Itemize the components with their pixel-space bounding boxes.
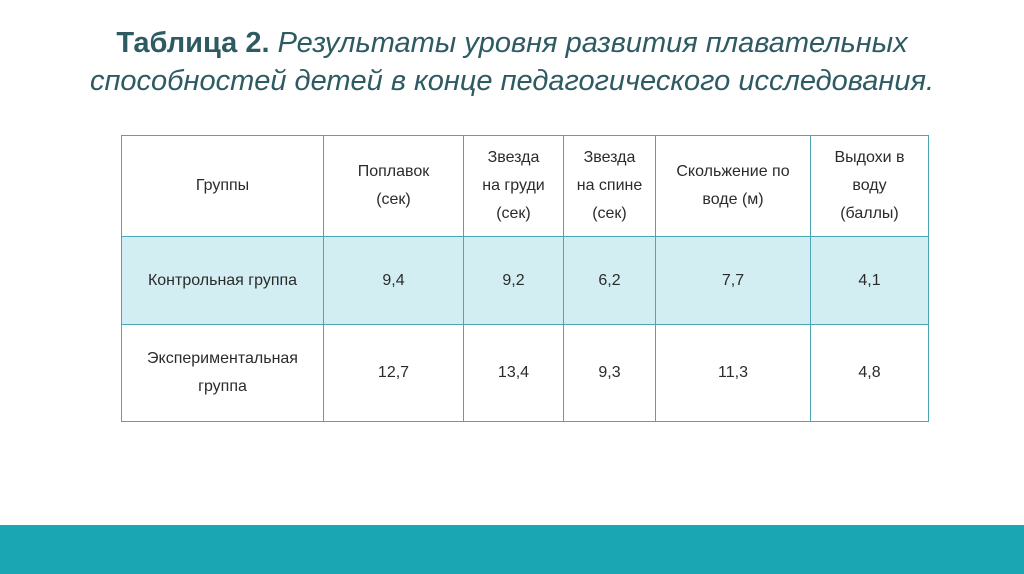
table-row: Экспериментальная группа 12,7 13,4 9,3 1…: [121, 324, 929, 422]
table-cell: 4,1: [810, 236, 929, 325]
title-caption: Результаты уровня развития плавательных …: [89, 27, 935, 97]
table-cell: 9,4: [323, 236, 464, 325]
table-cell: 9,3: [563, 324, 656, 422]
title-table-number: Таблица 2.: [116, 27, 270, 59]
table-cell: 12,7: [323, 324, 464, 422]
table-cell: 11,3: [655, 324, 811, 422]
header-cell-groups: Группы: [121, 135, 324, 237]
table-row: Контрольная группа 9,4 9,2 6,2 7,7 4,1: [121, 236, 929, 325]
header-cell-star-back: Звезда на спине (сек): [563, 135, 656, 237]
header-cell-glide: Скольжение по воде (м): [655, 135, 811, 237]
table-cell: 7,7: [655, 236, 811, 325]
header-cell-float: Поплавок (сек): [323, 135, 464, 237]
table-cell: 6,2: [563, 236, 656, 325]
header-cell-exhales: Выдохи в воду (баллы): [810, 135, 929, 237]
table-cell: 4,8: [810, 324, 929, 422]
header-cell-star-chest: Звезда на груди (сек): [463, 135, 564, 237]
slide-title: Таблица 2. Результаты уровня развития пл…: [40, 24, 984, 100]
row-label-experimental: Экспериментальная группа: [121, 324, 324, 422]
footer-band: [0, 525, 1024, 574]
row-label-control: Контрольная группа: [121, 236, 324, 325]
table-header-row: Группы Поплавок (сек) Звезда на груди (с…: [121, 135, 929, 237]
table-cell: 9,2: [463, 236, 564, 325]
results-table: Группы Поплавок (сек) Звезда на груди (с…: [121, 135, 929, 422]
table-cell: 13,4: [463, 324, 564, 422]
